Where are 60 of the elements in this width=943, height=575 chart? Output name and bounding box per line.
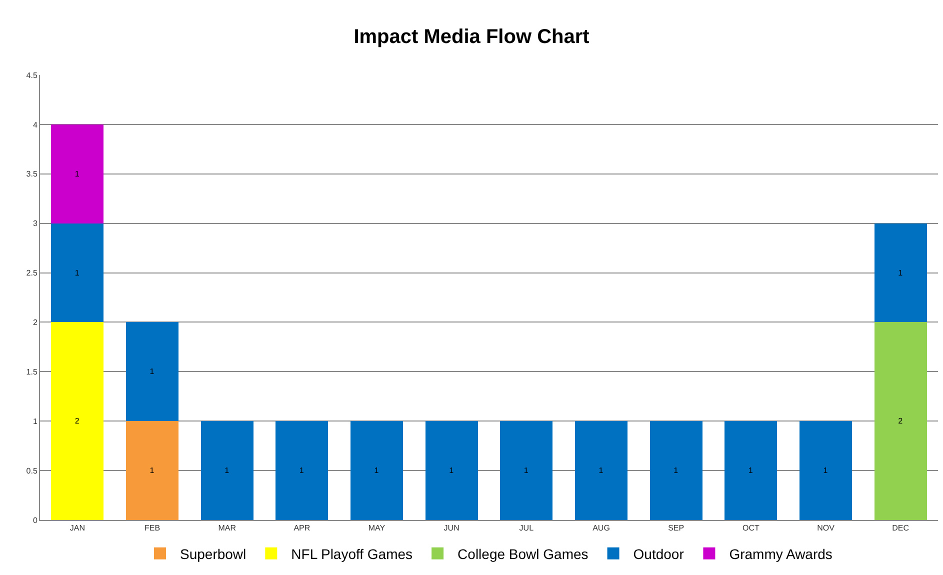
legend-label: NFL Playoff Games — [291, 546, 413, 562]
x-tick-label: JUL — [519, 524, 534, 533]
data-label: 1 — [150, 367, 155, 376]
data-label: 1 — [898, 268, 904, 278]
y-tick-label: 2.5 — [26, 268, 38, 278]
data-label: 2 — [898, 416, 904, 426]
bar — [350, 421, 403, 520]
bar — [126, 322, 178, 422]
y-tick-label: 0 — [32, 516, 38, 525]
x-tick-label: JUN — [444, 524, 460, 533]
bar — [425, 421, 478, 520]
x-tick-label: AUG — [592, 524, 610, 533]
x-tick-label: NOV — [817, 524, 836, 533]
x-tick-label: SEP — [668, 524, 684, 533]
data-label: 1 — [449, 466, 454, 476]
bar — [800, 421, 852, 520]
bar — [650, 421, 702, 520]
bar — [500, 421, 553, 520]
chart-title: Impact Media Flow Chart — [354, 26, 590, 48]
y-tick-label: 0.5 — [26, 466, 38, 476]
legend-label: Superbowl — [180, 546, 246, 562]
bar — [51, 322, 104, 520]
bar — [51, 124, 104, 224]
x-tick-label: FEB — [144, 524, 160, 533]
y-tick-label: 2 — [32, 318, 38, 328]
data-label: 1 — [374, 466, 380, 476]
x-tick-label: JAN — [70, 524, 86, 533]
x-tick-label: DEC — [892, 524, 910, 533]
y-tick-label: 4 — [32, 120, 38, 130]
y-tick-label: 3.5 — [26, 170, 38, 179]
data-label: 1 — [299, 466, 304, 476]
data-label: 1 — [823, 466, 828, 476]
bar — [126, 421, 178, 520]
y-tick-label: 1.5 — [26, 367, 38, 376]
data-label: 1 — [598, 466, 604, 476]
data-label: 1 — [74, 268, 80, 278]
x-tick-label: MAY — [368, 524, 386, 533]
y-tick-label: 1 — [32, 416, 38, 426]
legend-label: Outdoor — [633, 546, 684, 562]
data-label: 1 — [150, 466, 155, 476]
bar — [874, 223, 927, 322]
x-tick-label: OCT — [742, 524, 760, 533]
x-tick-label: APR — [294, 524, 310, 533]
data-label: 1 — [674, 466, 679, 476]
legend-label: Grammy Awards — [729, 546, 832, 562]
data-label: 1 — [524, 466, 529, 476]
data-label: 2 — [74, 416, 80, 426]
y-tick-label: 4.5 — [26, 70, 38, 80]
data-label: 1 — [74, 169, 80, 178]
legend-label: College Bowl Games — [458, 546, 588, 562]
y-tick-label: 3 — [32, 219, 38, 228]
x-tick-label: MAR — [218, 524, 236, 533]
data-label: 1 — [748, 466, 754, 476]
bar — [874, 322, 927, 520]
bar — [724, 421, 778, 520]
bar — [575, 421, 628, 520]
data-label: 1 — [224, 466, 230, 476]
bar — [200, 421, 254, 520]
bar — [51, 223, 104, 322]
bar — [276, 421, 328, 520]
